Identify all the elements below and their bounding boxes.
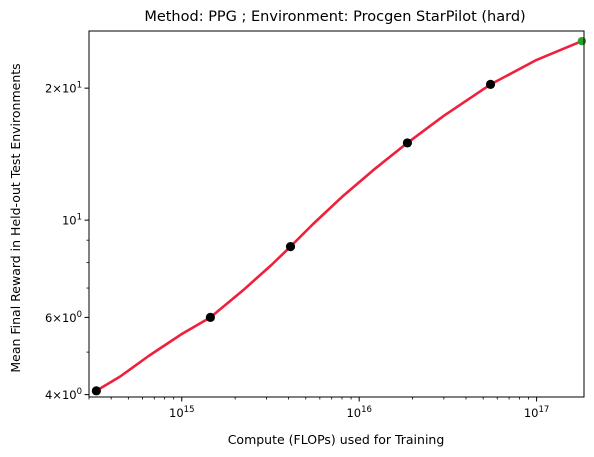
data-point <box>402 138 413 148</box>
x-axis-label: Compute (FLOPs) used for Training <box>228 432 445 447</box>
x-tick-label: 1015 <box>169 405 194 420</box>
axis-ticks: 1015 1016 1017 4×100 6×100 101 2×101 <box>45 81 549 420</box>
y-axis-label: Mean Final Reward in Held-out Test Envir… <box>8 63 23 372</box>
plot-frame <box>88 30 585 398</box>
fit-line <box>95 39 584 393</box>
data-point <box>205 312 215 322</box>
chart-title: Method: PPG ; Environment: Procgen StarP… <box>144 9 525 25</box>
y-tick-label: 4×100 <box>45 387 82 402</box>
y-tick-label: 2×101 <box>45 81 82 96</box>
x-tick-label: 1017 <box>524 405 549 420</box>
final-data-point <box>577 36 587 46</box>
y-tick-label: 6×100 <box>45 310 82 325</box>
x-tick-label: 1016 <box>346 405 371 420</box>
y-tick-label: 101 <box>62 213 82 228</box>
data-point <box>485 79 496 89</box>
data-point <box>91 386 101 396</box>
data-point <box>285 242 296 252</box>
